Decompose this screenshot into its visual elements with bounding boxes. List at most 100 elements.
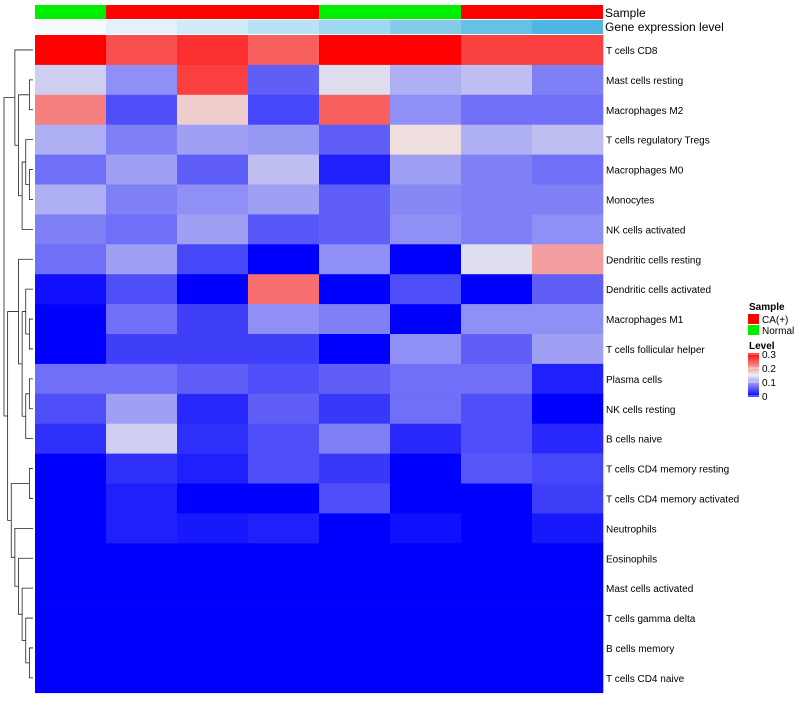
heatmap-cell [461,543,533,574]
heatmap-cell [106,662,178,694]
heatmap-cell [390,244,462,275]
heatmap-cell [532,393,604,424]
heatmap-cell [248,214,320,245]
sample-legend-label-ca: CA(+) [762,315,788,326]
dendrogram-branch [18,557,33,615]
heatmap-cell [319,393,391,424]
expression-track-cell [106,20,177,34]
heatmap-cell [461,334,533,365]
dendrogram-branch [10,483,30,558]
heatmap-cell [319,184,391,215]
heatmap-cell [35,633,107,664]
heatmap-cell [35,453,107,484]
heatmap-cell [106,304,178,335]
heatmap-cell [319,274,391,305]
heatmap-cell [461,35,533,66]
heatmap-cell [319,423,391,454]
expression-track-cell [532,20,603,34]
heatmap-cell [390,334,462,365]
heatmap-cell [461,662,533,694]
heatmap-cell [532,214,604,245]
heatmap-cell [177,244,249,275]
heatmap-cell [248,184,320,215]
heatmap-cell [390,214,462,245]
heatmap-cell [177,453,249,484]
heatmap-cell [390,662,462,694]
heatmap-cell [106,573,178,604]
heatmap-cell [35,244,107,275]
heatmap-cell [532,244,604,275]
dendrogram-branch [3,97,15,417]
heatmap-cell [106,124,178,155]
heatmap-cell [461,244,533,275]
sample-track-cell [532,5,603,19]
row-label: T cells regulatory Tregs [606,136,710,147]
heatmap-cell [248,662,320,694]
heatmap-cell [35,573,107,604]
heatmap-cell [390,363,462,395]
heatmap-cell [177,543,249,574]
expression-track-cell [390,20,461,34]
heatmap-cell [532,274,604,305]
heatmap-cell [319,453,391,484]
heatmap-cell [35,334,107,365]
heatmap-cell [106,214,178,245]
heatmap-cell [319,124,391,155]
row-label: Macrophages M0 [606,166,684,177]
heatmap-cell [106,453,178,484]
heatmap-cell [35,214,107,245]
sample-track-cell [248,5,319,19]
dendrogram-branch [7,311,19,521]
heatmap-cell [248,513,320,544]
heatmap-cell [461,304,533,335]
sample-legend-swatch-ca [748,314,759,324]
heatmap-cell [106,423,178,454]
row-label: Dendritic cells resting [606,255,701,266]
heatmap-cell [177,154,249,185]
heatmap-cell [248,603,320,634]
heatmap-cell [248,274,320,305]
level-tick-0: 0 [762,392,768,403]
heatmap-cell [35,64,107,96]
heatmap-cell [106,274,178,305]
heatmap-cell [319,662,391,694]
heatmap-cell [461,573,533,604]
sample-legend-label-normal: Normal [762,326,794,337]
heatmap-cell [319,304,391,335]
dendrogram-branch [28,79,33,111]
row-label: B cells memory [606,644,674,655]
heatmap-cell [248,483,320,514]
heatmap-cell [106,543,178,574]
heatmap-cell [106,483,178,514]
heatmap-cell [106,603,178,634]
heatmap-cell [319,154,391,185]
row-label: Eosinophils [606,554,657,565]
heatmap-cell [248,64,320,96]
heatmap-cells [35,35,604,694]
heatmap-cell [35,662,107,694]
heatmap-cell [532,633,604,664]
heatmap-cell [390,184,462,215]
heatmap-cell [390,154,462,185]
sample-track-cell [106,5,177,19]
heatmap-cell [319,543,391,574]
row-label: B cells naive [606,435,663,446]
heatmap-cell [461,603,533,634]
heatmap-cell [177,603,249,634]
heatmap-cell [177,513,249,544]
expression-track-cell [461,20,532,34]
heatmap-cell [532,423,604,454]
heatmap-cell [106,334,178,365]
heatmap-cell [461,124,533,155]
heatmap-cell [532,603,604,634]
heatmap-cell [248,94,320,125]
heatmap-cell [390,393,462,424]
expression-track-cell [319,20,390,34]
level-tick-0.2: 0.2 [762,364,776,375]
heatmap-cell [248,334,320,365]
heatmap-cell [35,35,107,66]
heatmap-cell [461,393,533,424]
heatmap-cell [177,35,249,66]
heatmap-cell [106,154,178,185]
